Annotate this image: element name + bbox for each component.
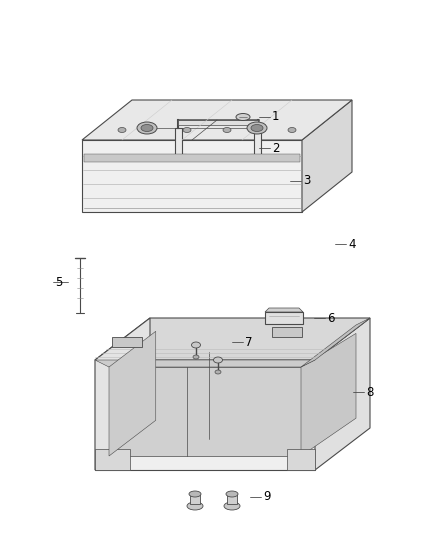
Polygon shape <box>287 449 315 470</box>
Polygon shape <box>254 128 261 155</box>
Polygon shape <box>301 334 356 456</box>
Text: 4: 4 <box>348 238 356 251</box>
Polygon shape <box>82 140 302 212</box>
Polygon shape <box>95 449 130 470</box>
Polygon shape <box>227 494 237 504</box>
Polygon shape <box>190 494 200 504</box>
Polygon shape <box>302 100 352 212</box>
Polygon shape <box>95 360 315 367</box>
Text: 7: 7 <box>245 335 252 349</box>
Ellipse shape <box>247 122 267 134</box>
Text: 6: 6 <box>327 311 335 325</box>
Text: 5: 5 <box>55 276 62 288</box>
Polygon shape <box>301 318 370 367</box>
Ellipse shape <box>183 127 191 133</box>
Ellipse shape <box>215 370 221 374</box>
Text: 3: 3 <box>303 174 311 188</box>
Polygon shape <box>315 318 370 470</box>
Polygon shape <box>95 318 370 360</box>
Polygon shape <box>265 308 303 312</box>
Ellipse shape <box>189 491 201 497</box>
Polygon shape <box>95 318 150 470</box>
Ellipse shape <box>224 502 240 510</box>
Ellipse shape <box>191 342 201 348</box>
Ellipse shape <box>141 125 153 132</box>
Polygon shape <box>175 128 182 155</box>
Polygon shape <box>162 183 175 192</box>
Ellipse shape <box>118 127 126 133</box>
Text: 9: 9 <box>263 490 271 504</box>
Polygon shape <box>112 337 141 348</box>
Polygon shape <box>95 360 315 470</box>
Ellipse shape <box>193 355 199 359</box>
Ellipse shape <box>288 127 296 133</box>
Text: 8: 8 <box>366 385 373 399</box>
Ellipse shape <box>236 114 250 120</box>
Text: 2: 2 <box>272 141 279 155</box>
Ellipse shape <box>226 491 238 497</box>
Ellipse shape <box>251 125 263 132</box>
Polygon shape <box>109 332 156 456</box>
Ellipse shape <box>187 502 203 510</box>
Polygon shape <box>265 312 303 324</box>
Polygon shape <box>250 154 262 160</box>
Polygon shape <box>178 120 258 125</box>
Ellipse shape <box>213 357 223 363</box>
Polygon shape <box>174 154 186 160</box>
Ellipse shape <box>223 127 231 133</box>
Ellipse shape <box>137 122 157 134</box>
Polygon shape <box>170 180 280 188</box>
Polygon shape <box>84 154 300 162</box>
Polygon shape <box>272 327 301 337</box>
Polygon shape <box>170 180 280 194</box>
Polygon shape <box>109 367 301 456</box>
Polygon shape <box>82 100 352 140</box>
Text: 1: 1 <box>272 110 279 124</box>
